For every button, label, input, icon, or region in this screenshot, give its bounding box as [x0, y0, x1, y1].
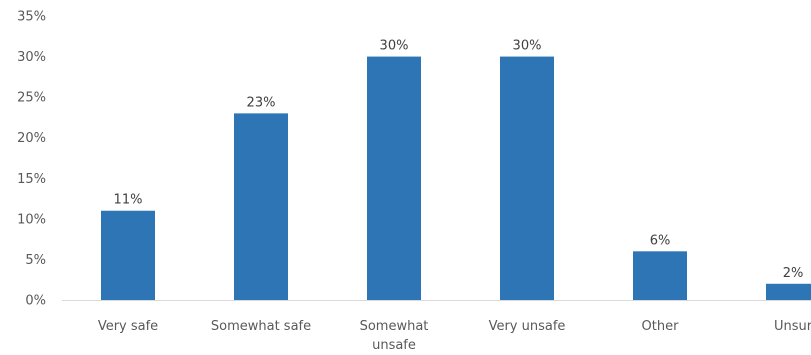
category-label: Very unsafe: [489, 319, 566, 334]
x-axis: Very safe Somewhat safe Somewhat unsafe Very…: [98, 319, 811, 353]
bar: [633, 251, 687, 300]
category-label: Unsur: [774, 319, 811, 334]
bar: [101, 210, 155, 300]
bar: [367, 56, 421, 301]
category-label: Somewhat safe: [211, 319, 311, 334]
data-label: 30%: [380, 39, 409, 54]
category-label: Other: [642, 319, 680, 334]
y-tick-label: 0%: [25, 294, 46, 309]
category-label: Very safe: [98, 319, 158, 334]
data-label: 11%: [114, 193, 143, 208]
y-axis: 0% 5% 10% 15% 20% 25% 30% 35%: [17, 10, 46, 309]
category-label: unsafe: [372, 338, 416, 353]
data-label: 30%: [513, 39, 542, 54]
data-label: 2%: [783, 266, 804, 281]
y-tick-label: 35%: [17, 10, 46, 25]
y-tick-label: 30%: [17, 50, 46, 65]
y-tick-label: 5%: [25, 253, 46, 268]
bar: [500, 56, 554, 301]
data-labels: 11% 23% 30% 30% 6% 2%: [114, 39, 804, 281]
y-tick-label: 15%: [17, 172, 46, 187]
data-label: 6%: [650, 233, 671, 248]
y-tick-label: 10%: [17, 212, 46, 227]
bar: [234, 113, 288, 300]
bars: [101, 56, 811, 301]
bar: [766, 283, 811, 300]
category-label: Somewhat: [360, 319, 429, 334]
y-tick-label: 20%: [17, 131, 46, 146]
y-tick-label: 25%: [17, 91, 46, 106]
data-label: 23%: [247, 95, 276, 110]
